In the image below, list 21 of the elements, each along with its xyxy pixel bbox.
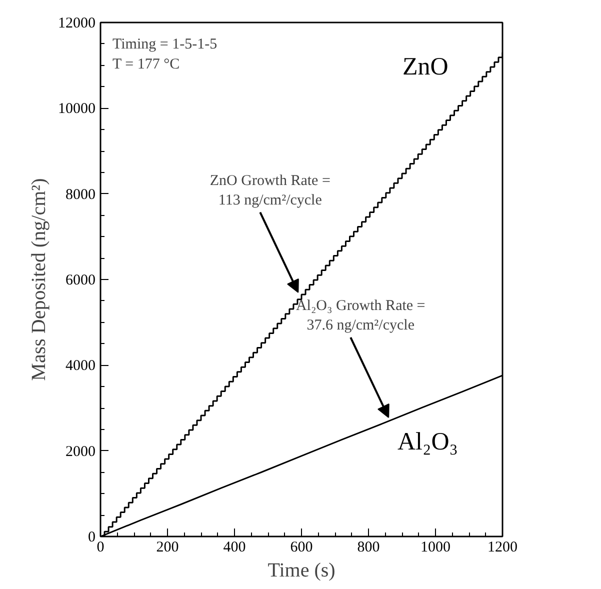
y-tick-label: 10000 — [58, 101, 96, 118]
x-axis-title: Time (s) — [268, 560, 336, 582]
annotation: T = 177 °C — [112, 56, 180, 72]
y-tick-label: 4000 — [66, 358, 96, 374]
annotation: ZnO Growth Rate = 113 ng/cm²/cycle — [210, 173, 330, 208]
y-tick-label: 12000 — [58, 16, 96, 32]
y-tick-label: 2000 — [66, 444, 96, 460]
x-tick-label: 600 — [290, 540, 313, 556]
series-label: ZnO — [402, 53, 448, 80]
y-tick-label: 0 — [88, 530, 96, 546]
legend-label: Al₂O₃ — [398, 428, 458, 456]
y-tick-label: 6000 — [66, 272, 96, 288]
y-axis-title: Mass Deposited (ng/cm²) — [28, 178, 50, 381]
y-tick-label: 8000 — [66, 186, 96, 203]
annotation: Timing = 1-5-1-5 — [112, 36, 218, 52]
x-tick-label: 800 — [357, 540, 380, 556]
x-tick-label: 1200 — [488, 540, 518, 556]
x-tick-label: 1000 — [420, 540, 450, 556]
x-tick-label: 200 — [156, 540, 179, 556]
x-tick-label: 400 — [223, 540, 246, 556]
annotation: Al₂O₃ Growth Rate = 37.6 ng/cm²/cycle — [296, 298, 426, 334]
